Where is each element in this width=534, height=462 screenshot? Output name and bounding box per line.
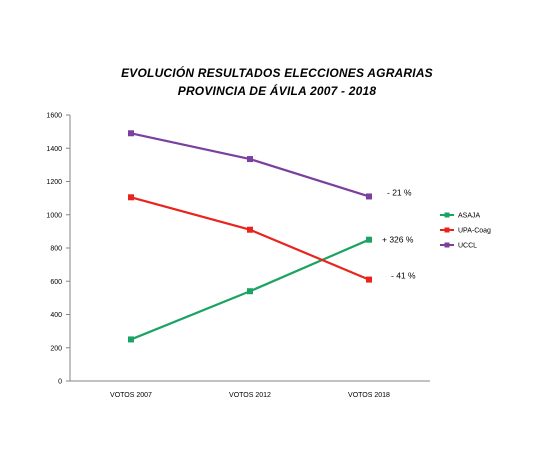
legend-label: UPA-Coag	[458, 228, 491, 235]
legend-swatch-marker	[444, 212, 450, 218]
x-tick-label: VOTOS 2012	[229, 392, 271, 399]
y-tick-label: 800	[50, 246, 62, 253]
change-annotation: - 41 %	[391, 271, 416, 281]
y-tick-label: 600	[50, 279, 62, 286]
change-annotation: + 326 %	[382, 235, 414, 245]
legend-swatch-marker	[444, 227, 450, 233]
legend-label: ASAJA	[458, 213, 481, 220]
data-point	[366, 236, 372, 243]
data-point	[366, 193, 372, 200]
change-annotation: - 21 %	[387, 187, 412, 197]
legend-label: UCCL	[458, 243, 477, 250]
series-line-uccl	[130, 132, 370, 198]
data-point	[128, 194, 134, 201]
y-tick-label: 1200	[46, 179, 62, 186]
data-point	[247, 156, 253, 163]
series-line-upa-coag	[130, 196, 370, 281]
y-tick-label: 1400	[46, 146, 62, 153]
legend-swatch-marker	[444, 242, 450, 248]
data-point	[247, 226, 253, 233]
chart-title: EVOLUCIÓN RESULTADOS ELECCIONES AGRARIAS	[121, 66, 433, 80]
x-tick-label: VOTOS 2007	[110, 392, 152, 399]
data-point	[366, 276, 372, 283]
y-tick-label: 0	[58, 379, 62, 386]
data-point	[247, 288, 253, 295]
y-tick-label: 1000	[46, 212, 62, 219]
chart-subtitle: PROVINCIA DE ÁVILA 2007 - 2018	[177, 84, 377, 98]
data-point	[128, 130, 134, 137]
y-tick-label: 1600	[46, 113, 62, 120]
y-tick-label: 400	[50, 312, 62, 319]
y-tick-label: 200	[50, 345, 62, 352]
data-point	[128, 336, 134, 343]
x-tick-label: VOTOS 2018	[348, 392, 390, 399]
